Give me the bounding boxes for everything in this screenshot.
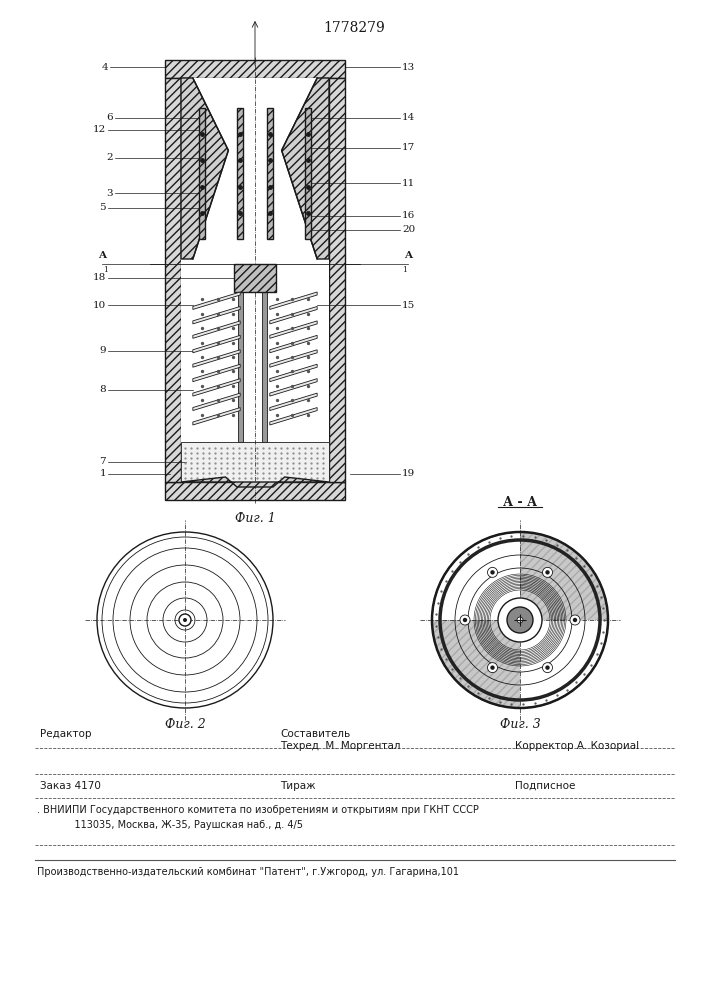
Circle shape (183, 618, 187, 622)
Polygon shape (181, 78, 228, 259)
Text: 12: 12 (93, 125, 106, 134)
Polygon shape (193, 393, 240, 411)
Text: 1778279: 1778279 (323, 21, 385, 35)
Text: Редактор: Редактор (40, 729, 91, 739)
Text: А - А: А - А (503, 495, 537, 508)
Bar (262, 272, 267, 442)
Text: 16: 16 (402, 212, 415, 221)
Text: Фиг. 1: Фиг. 1 (235, 512, 275, 524)
Text: 19: 19 (402, 470, 415, 479)
Polygon shape (270, 321, 317, 338)
Polygon shape (193, 350, 240, 367)
Circle shape (463, 618, 467, 622)
Polygon shape (193, 292, 240, 309)
Polygon shape (281, 78, 329, 259)
Polygon shape (193, 364, 240, 382)
Bar (199, 108, 205, 239)
Text: 10: 10 (93, 300, 106, 310)
Text: 17: 17 (402, 143, 415, 152)
Polygon shape (193, 408, 240, 425)
Circle shape (517, 617, 523, 623)
Bar (181, 78, 329, 482)
Polygon shape (270, 408, 317, 425)
Bar (234, 264, 276, 292)
Text: Фиг. 3: Фиг. 3 (500, 718, 540, 730)
Circle shape (488, 567, 498, 577)
Text: Подписное: Подписное (515, 781, 575, 791)
Circle shape (498, 598, 542, 642)
Text: 2: 2 (106, 153, 113, 162)
Text: Фиг. 2: Фиг. 2 (165, 718, 205, 730)
Circle shape (545, 665, 550, 670)
Polygon shape (270, 364, 317, 382)
Bar (238, 272, 243, 442)
Text: Техред  М. Моргентал: Техред М. Моргентал (280, 741, 400, 751)
Text: 18: 18 (93, 273, 106, 282)
Text: 15: 15 (402, 300, 415, 310)
Polygon shape (193, 379, 240, 396)
Polygon shape (193, 306, 240, 324)
Text: 1: 1 (402, 266, 407, 274)
Polygon shape (193, 335, 240, 353)
Text: . ВНИИПИ Государственного комитета по изобретениям и открытиям при ГКНТ СССР: . ВНИИПИ Государственного комитета по из… (37, 805, 479, 815)
Polygon shape (270, 306, 317, 324)
Text: 20: 20 (402, 226, 415, 234)
Polygon shape (432, 620, 520, 708)
Text: 8: 8 (100, 385, 106, 394)
Circle shape (490, 665, 495, 670)
Text: 13: 13 (402, 63, 415, 72)
Bar (238, 108, 243, 239)
Circle shape (542, 567, 552, 577)
Text: 1: 1 (103, 266, 108, 274)
Text: 6: 6 (106, 113, 113, 122)
Text: A: A (98, 251, 106, 260)
Circle shape (545, 570, 550, 575)
Bar (165, 60, 345, 78)
Text: 5: 5 (100, 204, 106, 213)
Text: Производственно-издательский комбинат "Патент", г.Ужгород, ул. Гагарина,101: Производственно-издательский комбинат "П… (37, 867, 459, 877)
Circle shape (570, 615, 580, 625)
Polygon shape (520, 532, 608, 620)
Bar (181, 442, 329, 482)
Text: Тираж: Тираж (280, 781, 315, 791)
Circle shape (179, 614, 191, 626)
Polygon shape (270, 335, 317, 353)
Text: 7: 7 (100, 458, 106, 466)
Bar (165, 482, 345, 500)
Text: 113035, Москва, Ж-35, Раушская наб., д. 4/5: 113035, Москва, Ж-35, Раушская наб., д. … (37, 820, 303, 830)
Polygon shape (270, 379, 317, 396)
Circle shape (542, 663, 552, 673)
Circle shape (507, 607, 533, 633)
Circle shape (488, 663, 498, 673)
Circle shape (573, 618, 577, 622)
Bar (305, 108, 311, 239)
Text: 4: 4 (101, 63, 108, 72)
Text: Заказ 4170: Заказ 4170 (40, 781, 101, 791)
Polygon shape (181, 477, 329, 487)
Text: Корректор А. Козориаl: Корректор А. Козориаl (515, 741, 639, 751)
Bar (267, 108, 273, 239)
Text: A: A (404, 251, 412, 260)
Text: 1: 1 (100, 470, 106, 479)
Polygon shape (193, 321, 240, 338)
Text: 3: 3 (106, 188, 113, 198)
Polygon shape (270, 292, 317, 309)
Bar (329, 78, 345, 482)
Circle shape (460, 615, 470, 625)
Text: Составитель: Составитель (280, 729, 350, 739)
Text: 14: 14 (402, 113, 415, 122)
Circle shape (432, 532, 608, 708)
Bar (165, 78, 181, 482)
Polygon shape (270, 393, 317, 411)
Circle shape (97, 532, 273, 708)
Text: 9: 9 (100, 346, 106, 355)
Text: 11: 11 (402, 178, 415, 188)
Polygon shape (270, 350, 317, 367)
Circle shape (490, 570, 495, 575)
